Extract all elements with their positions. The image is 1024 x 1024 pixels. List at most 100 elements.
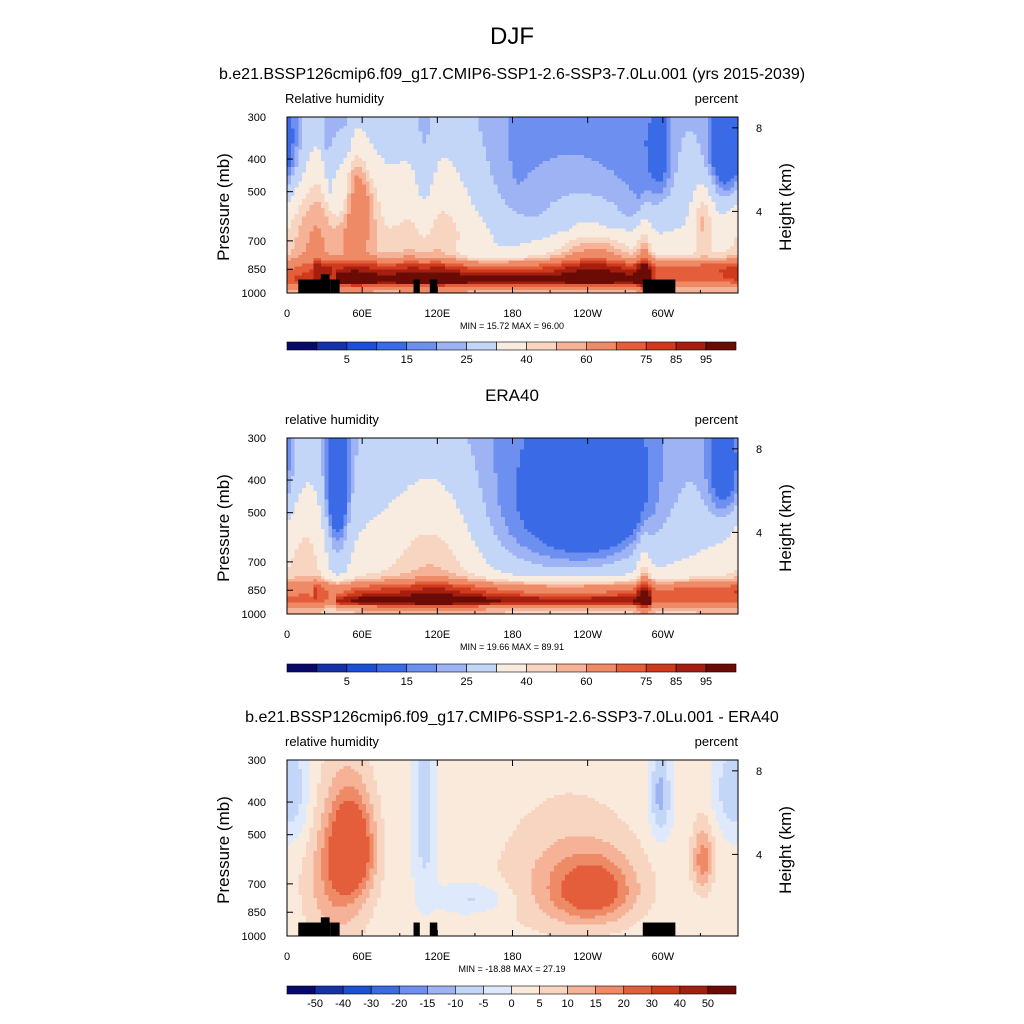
- contour-cell: [704, 134, 709, 139]
- contour-cell: [655, 158, 660, 162]
- contour-cell: [670, 119, 675, 124]
- contour-cell: [707, 137, 713, 142]
- contour-cell: [437, 155, 442, 159]
- contour-cell: [377, 140, 382, 144]
- contour-cell: [531, 125, 536, 130]
- contour-cell: [527, 155, 532, 159]
- contour-cell: [365, 149, 371, 153]
- contour-cell: [659, 122, 664, 127]
- contour-cell: [707, 161, 713, 165]
- contour-cell: [324, 149, 329, 153]
- contour-cell: [365, 143, 371, 147]
- contour-cell: [467, 122, 472, 127]
- contour-cell: [572, 134, 577, 139]
- contour-cell: [715, 119, 720, 124]
- contour-cell: [456, 131, 461, 136]
- contour-cell: [621, 161, 626, 165]
- contour-cell: [305, 131, 311, 136]
- contour-cell: [441, 131, 446, 136]
- contour-cell: [343, 128, 348, 133]
- contour-cell: [602, 131, 608, 136]
- contour-cell: [399, 149, 405, 153]
- contour-cell: [681, 146, 686, 150]
- contour-cell: [493, 158, 499, 162]
- contour-cell: [662, 128, 668, 133]
- contour-cell: [335, 117, 341, 121]
- contour-cell: [520, 140, 525, 144]
- contour-cell: [320, 146, 326, 150]
- contour-cell: [339, 166, 344, 171]
- contour-cell: [523, 125, 529, 130]
- contour-cell: [512, 155, 517, 159]
- contour-cell: [662, 158, 668, 162]
- contour-cell: [504, 119, 510, 124]
- contour-cell: [403, 119, 408, 124]
- contour-cell: [568, 155, 574, 159]
- contour-cell: [677, 119, 683, 124]
- contour-cell: [598, 155, 604, 159]
- contour-cell: [459, 122, 465, 127]
- contour-cell: [662, 152, 668, 156]
- contour-cell: [636, 155, 641, 159]
- contour-cell: [707, 140, 713, 144]
- contour-cell: [677, 152, 683, 156]
- contour-cell: [640, 131, 645, 136]
- contour-cell: [373, 122, 378, 127]
- contour-cell: [493, 119, 499, 124]
- contour-cell: [474, 125, 480, 130]
- contour-cell: [489, 169, 495, 174]
- contour-cell: [384, 131, 390, 136]
- contour-cell: [332, 131, 337, 136]
- contour-cell: [598, 117, 604, 121]
- contour-cell: [651, 117, 656, 121]
- contour-cell: [734, 134, 739, 139]
- contour-cell: [561, 131, 566, 136]
- contour-cell: [298, 125, 303, 130]
- contour-cell: [358, 128, 363, 133]
- contour-cell: [617, 131, 623, 136]
- contour-cell: [478, 158, 484, 162]
- contour-cell: [598, 149, 604, 153]
- contour-cell: [595, 155, 600, 159]
- contour-cell: [448, 128, 453, 133]
- contour-cell: [305, 137, 311, 142]
- contour-cell: [726, 163, 732, 168]
- contour-cell: [576, 117, 581, 121]
- contour-cell: [508, 119, 514, 124]
- contour-cell: [418, 140, 423, 144]
- contour-cell: [365, 169, 371, 174]
- contour-cell: [305, 122, 311, 127]
- contour-cell: [392, 158, 397, 162]
- contour-cell: [523, 122, 529, 127]
- contour-cell: [666, 117, 671, 121]
- contour-cell: [486, 131, 491, 136]
- contour-cell: [354, 143, 360, 147]
- contour-cell: [411, 152, 416, 156]
- contour-cell: [734, 152, 739, 156]
- contour-cell: [538, 166, 544, 171]
- contour-cell: [388, 117, 393, 121]
- contour-cell: [692, 152, 698, 156]
- contour-cell: [373, 161, 378, 165]
- contour-cell: [535, 149, 540, 153]
- contour-cell: [358, 155, 363, 159]
- contour-cell: [730, 117, 735, 121]
- contour-cell: [332, 125, 337, 130]
- contour-cell: [305, 134, 311, 139]
- contour-cell: [700, 149, 705, 153]
- contour-cell: [670, 131, 675, 136]
- contour-cell: [621, 128, 626, 133]
- contour-cell: [659, 152, 664, 156]
- contour-cell: [640, 158, 645, 162]
- contour-cell: [726, 137, 732, 142]
- contour-cell: [666, 143, 671, 147]
- contour-cell: [704, 155, 709, 159]
- contour-cell: [429, 155, 435, 159]
- contour-cell: [493, 137, 499, 142]
- contour-cell: [730, 119, 735, 124]
- contour-cell: [486, 125, 491, 130]
- contour-cell: [504, 125, 510, 130]
- contour-cell: [358, 163, 363, 168]
- contour-cell: [456, 122, 461, 127]
- contour-cell: [441, 161, 446, 165]
